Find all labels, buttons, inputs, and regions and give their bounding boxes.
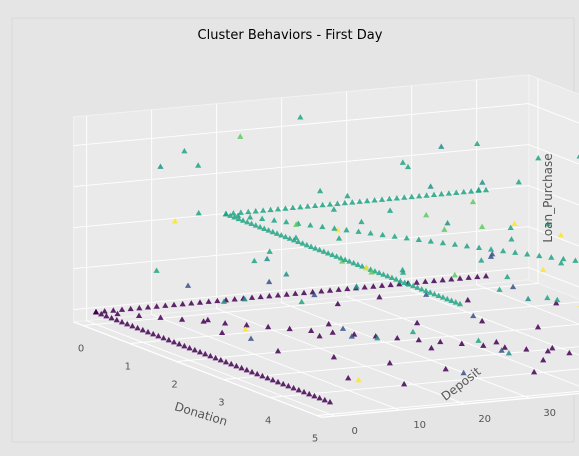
side-pane [74,75,529,322]
chart-title: Cluster Behaviors - First Day [198,28,383,43]
x-tick-label: 5 [312,434,318,445]
x-tick-label: 1 [125,362,131,373]
x-tick-label: 2 [171,380,177,391]
y-tick-label: 10 [413,420,426,431]
y-tick-label: 20 [478,414,491,425]
y-tick-label: 30 [543,408,556,419]
x-tick-label: 0 [78,344,84,355]
y-tick-label: 0 [351,426,357,437]
z-axis-label: Loan_Purchase [541,153,555,242]
x-tick-label: 4 [265,416,271,427]
x-tick-label: 3 [218,398,224,409]
